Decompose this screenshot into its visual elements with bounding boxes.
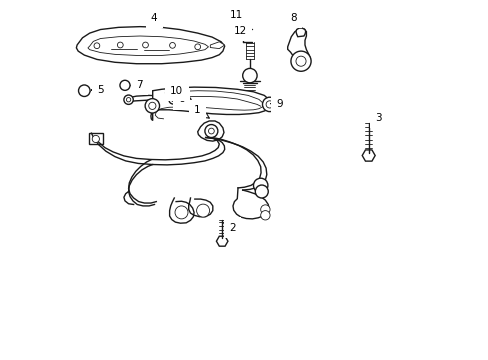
Circle shape: [120, 80, 130, 90]
Text: 1: 1: [194, 105, 209, 118]
Polygon shape: [210, 42, 224, 49]
Circle shape: [194, 44, 200, 50]
Circle shape: [262, 97, 276, 112]
Circle shape: [145, 99, 159, 113]
Circle shape: [183, 97, 191, 104]
Circle shape: [290, 51, 310, 71]
Circle shape: [208, 128, 214, 134]
Circle shape: [117, 42, 123, 48]
Circle shape: [253, 178, 267, 193]
Text: 9: 9: [270, 99, 282, 109]
Circle shape: [148, 102, 156, 109]
Text: 12: 12: [233, 26, 246, 36]
Circle shape: [265, 101, 273, 108]
Polygon shape: [295, 28, 305, 37]
Circle shape: [123, 95, 133, 104]
Text: 5: 5: [91, 85, 103, 95]
Circle shape: [295, 56, 305, 66]
Circle shape: [126, 98, 130, 102]
Circle shape: [171, 98, 175, 102]
Text: 4: 4: [150, 13, 157, 23]
Circle shape: [79, 85, 90, 96]
Circle shape: [142, 42, 148, 48]
Text: 10: 10: [170, 86, 188, 97]
Polygon shape: [127, 95, 174, 102]
Polygon shape: [76, 27, 224, 64]
Text: 8: 8: [290, 13, 297, 23]
Circle shape: [260, 211, 269, 220]
Circle shape: [255, 185, 268, 198]
Circle shape: [165, 86, 175, 96]
Text: 7: 7: [131, 80, 143, 90]
Text: 2: 2: [224, 222, 236, 233]
Circle shape: [260, 205, 269, 214]
Circle shape: [169, 42, 175, 48]
Polygon shape: [151, 87, 270, 121]
Text: 11: 11: [230, 10, 244, 20]
Circle shape: [242, 68, 257, 83]
Polygon shape: [287, 29, 310, 70]
Circle shape: [92, 135, 99, 143]
Circle shape: [175, 206, 187, 219]
Circle shape: [94, 43, 100, 49]
Text: 6: 6: [177, 94, 184, 104]
Polygon shape: [88, 36, 208, 55]
Circle shape: [168, 95, 177, 104]
Circle shape: [204, 125, 218, 138]
Polygon shape: [197, 121, 224, 141]
Text: 3: 3: [373, 113, 381, 123]
FancyBboxPatch shape: [89, 133, 102, 144]
Circle shape: [196, 204, 209, 217]
